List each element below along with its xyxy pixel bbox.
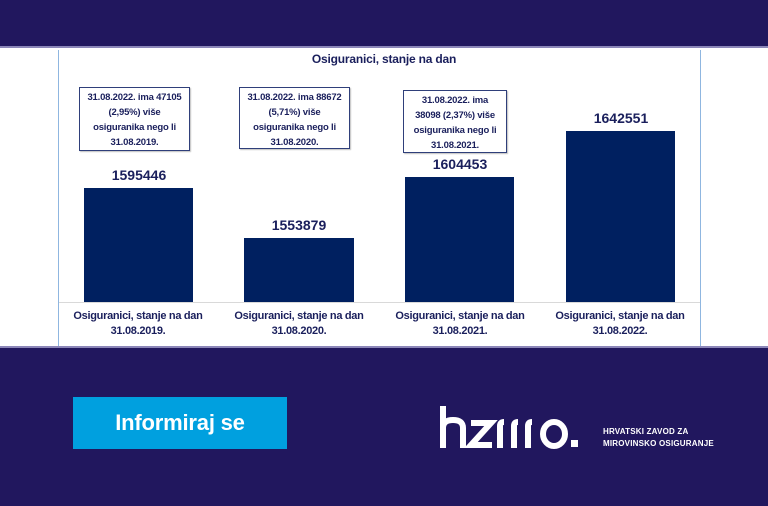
top-banner xyxy=(0,0,768,48)
bar-value-2019: 1595446 xyxy=(111,167,167,183)
bar-value-2020: 1553879 xyxy=(271,217,327,233)
category-label-line: Osiguranici, stanje na dan xyxy=(555,310,685,322)
category-label-line: 31.08.2022. xyxy=(592,325,648,337)
logo-tagline-line1: HRVATSKI ZAVOD ZA xyxy=(603,427,689,436)
informiraj-se-button[interactable]: Informiraj se xyxy=(73,397,287,449)
bar-2020 xyxy=(244,238,354,302)
bar-2019 xyxy=(84,188,193,302)
note-line: 31.08.2020. xyxy=(270,137,319,148)
note-line: (2,95%) više xyxy=(108,107,161,118)
note-line: 31.08.2021. xyxy=(431,140,479,151)
category-label-line: 31.08.2020. xyxy=(271,325,327,337)
category-label-line: 31.08.2019. xyxy=(110,325,166,337)
chart-frame-right xyxy=(700,50,701,346)
hzmo-logo-icon xyxy=(440,406,578,449)
note-line: 31.08.2022. ima 47105 xyxy=(87,92,182,103)
annotation-note-2021: 31.08.2022. ima 38098 (2,37%) više osigu… xyxy=(403,90,507,153)
category-label-2020: Osiguranici, stanje na dan 31.08.2020. xyxy=(219,309,379,339)
note-line: osiguranika nego li xyxy=(93,122,176,133)
logo-tagline-line2: MIROVINSKO OSIGURANJE xyxy=(603,439,714,448)
category-label-2021: Osiguranici, stanje na dan 31.08.2021. xyxy=(380,309,540,339)
annotation-note-2020: 31.08.2022. ima 88672 (5,71%) više osigu… xyxy=(239,87,350,149)
category-label-2019: Osiguranici, stanje na dan 31.08.2019. xyxy=(58,309,218,339)
note-line: osiguranika nego li xyxy=(413,125,497,136)
note-line: 31.08.2022. ima xyxy=(421,95,489,106)
annotation-note-2019: 31.08.2022. ima 47105 (2,95%) više osigu… xyxy=(79,87,190,151)
note-line: osiguranika nego li xyxy=(253,122,336,133)
category-label-line: 31.08.2021. xyxy=(432,325,488,337)
category-label-2022: Osiguranici, stanje na dan 31.08.2022. xyxy=(540,309,700,339)
note-line: (5,71%) više xyxy=(268,107,321,118)
chart-baseline xyxy=(59,302,700,303)
category-label-line: Osiguranici, stanje na dan xyxy=(73,310,203,322)
note-line: 31.08.2019. xyxy=(110,137,159,148)
category-label-line: Osiguranici, stanje na dan xyxy=(234,310,364,322)
bar-2021 xyxy=(405,177,514,302)
category-label-line: Osiguranici, stanje na dan xyxy=(395,310,525,322)
chart-frame-left xyxy=(58,50,59,346)
note-line: 31.08.2022. ima 88672 xyxy=(247,92,342,103)
bar-value-2022: 1642551 xyxy=(593,110,649,126)
note-line: 38098 (2,37%) više xyxy=(415,110,495,121)
bar-2022 xyxy=(566,131,675,302)
logo-tagline: HRVATSKI ZAVOD ZA MIROVINSKO OSIGURANJE xyxy=(603,426,714,450)
chart-title: Osiguranici, stanje na dan xyxy=(311,52,457,66)
bar-value-2021: 1604453 xyxy=(432,156,488,172)
